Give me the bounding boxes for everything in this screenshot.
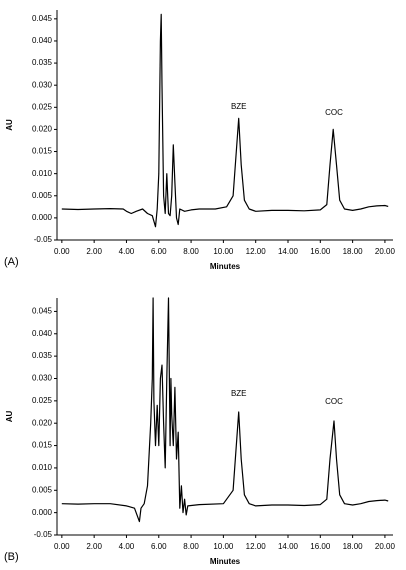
y-tick-label: 0.020 — [32, 418, 53, 427]
x-tick-label: 18.00 — [343, 542, 364, 551]
y-tick-label: 0.000 — [32, 508, 53, 517]
y-tick-label: 0.025 — [32, 102, 53, 111]
x-tick-label: 12.00 — [246, 247, 267, 256]
x-axis-label: Minutes — [210, 557, 241, 566]
x-tick-label: 8.00 — [183, 247, 199, 256]
y-tick-label: 0.040 — [32, 36, 53, 45]
y-tick-label: 0.030 — [32, 80, 53, 89]
x-tick-label: 10.00 — [213, 542, 234, 551]
y-tick-label: 0.035 — [32, 58, 53, 67]
x-tick-label: 12.00 — [246, 542, 267, 551]
x-tick-label: 16.00 — [310, 247, 331, 256]
y-tick-label: -0.05 — [34, 235, 53, 244]
panel-label: (B) — [4, 551, 19, 563]
y-tick-label: 0.020 — [32, 125, 53, 134]
peak-label: BZE — [231, 102, 247, 111]
y-tick-label: 0.040 — [32, 329, 53, 338]
x-tick-label: 20.00 — [375, 542, 396, 551]
y-tick-label: 0.005 — [32, 191, 53, 200]
peak-label: COC — [325, 108, 343, 117]
y-axis-label: AU — [5, 119, 14, 131]
x-tick-label: 2.00 — [86, 542, 102, 551]
x-tick-label: 0.00 — [54, 247, 70, 256]
x-tick-label: 10.00 — [213, 247, 234, 256]
x-tick-label: 18.00 — [343, 247, 364, 256]
y-tick-label: 0.030 — [32, 374, 53, 383]
y-tick-label: 0.005 — [32, 485, 53, 494]
y-tick-label: 0.035 — [32, 351, 53, 360]
y-tick-label: -0.05 — [34, 530, 53, 539]
x-tick-label: 6.00 — [151, 542, 167, 551]
y-axis-label: AU — [5, 411, 14, 423]
y-tick-label: 0.015 — [32, 441, 53, 450]
y-tick-label: 0.010 — [32, 169, 53, 178]
x-tick-label: 4.00 — [119, 542, 135, 551]
x-tick-label: 2.00 — [86, 247, 102, 256]
y-tick-label: 0.045 — [32, 307, 53, 316]
x-tick-label: 6.00 — [151, 247, 167, 256]
x-tick-label: 8.00 — [183, 542, 199, 551]
peak-label: COC — [325, 397, 343, 406]
peak-label: BZE — [231, 389, 247, 398]
x-tick-label: 4.00 — [119, 247, 135, 256]
panel-label: (A) — [4, 256, 19, 268]
trace — [61, 297, 389, 523]
x-tick-label: 14.00 — [278, 247, 299, 256]
x-tick-label: 14.00 — [278, 542, 299, 551]
y-tick-label: 0.025 — [32, 396, 53, 405]
trace — [61, 13, 389, 228]
x-axis-label: Minutes — [210, 262, 241, 271]
y-tick-label: 0.045 — [32, 14, 53, 23]
y-tick-label: 0.015 — [32, 147, 53, 156]
y-tick-label: 0.000 — [32, 213, 53, 222]
x-tick-label: 20.00 — [375, 247, 396, 256]
x-tick-label: 16.00 — [310, 542, 331, 551]
y-tick-label: 0.010 — [32, 463, 53, 472]
x-tick-label: 0.00 — [54, 542, 70, 551]
